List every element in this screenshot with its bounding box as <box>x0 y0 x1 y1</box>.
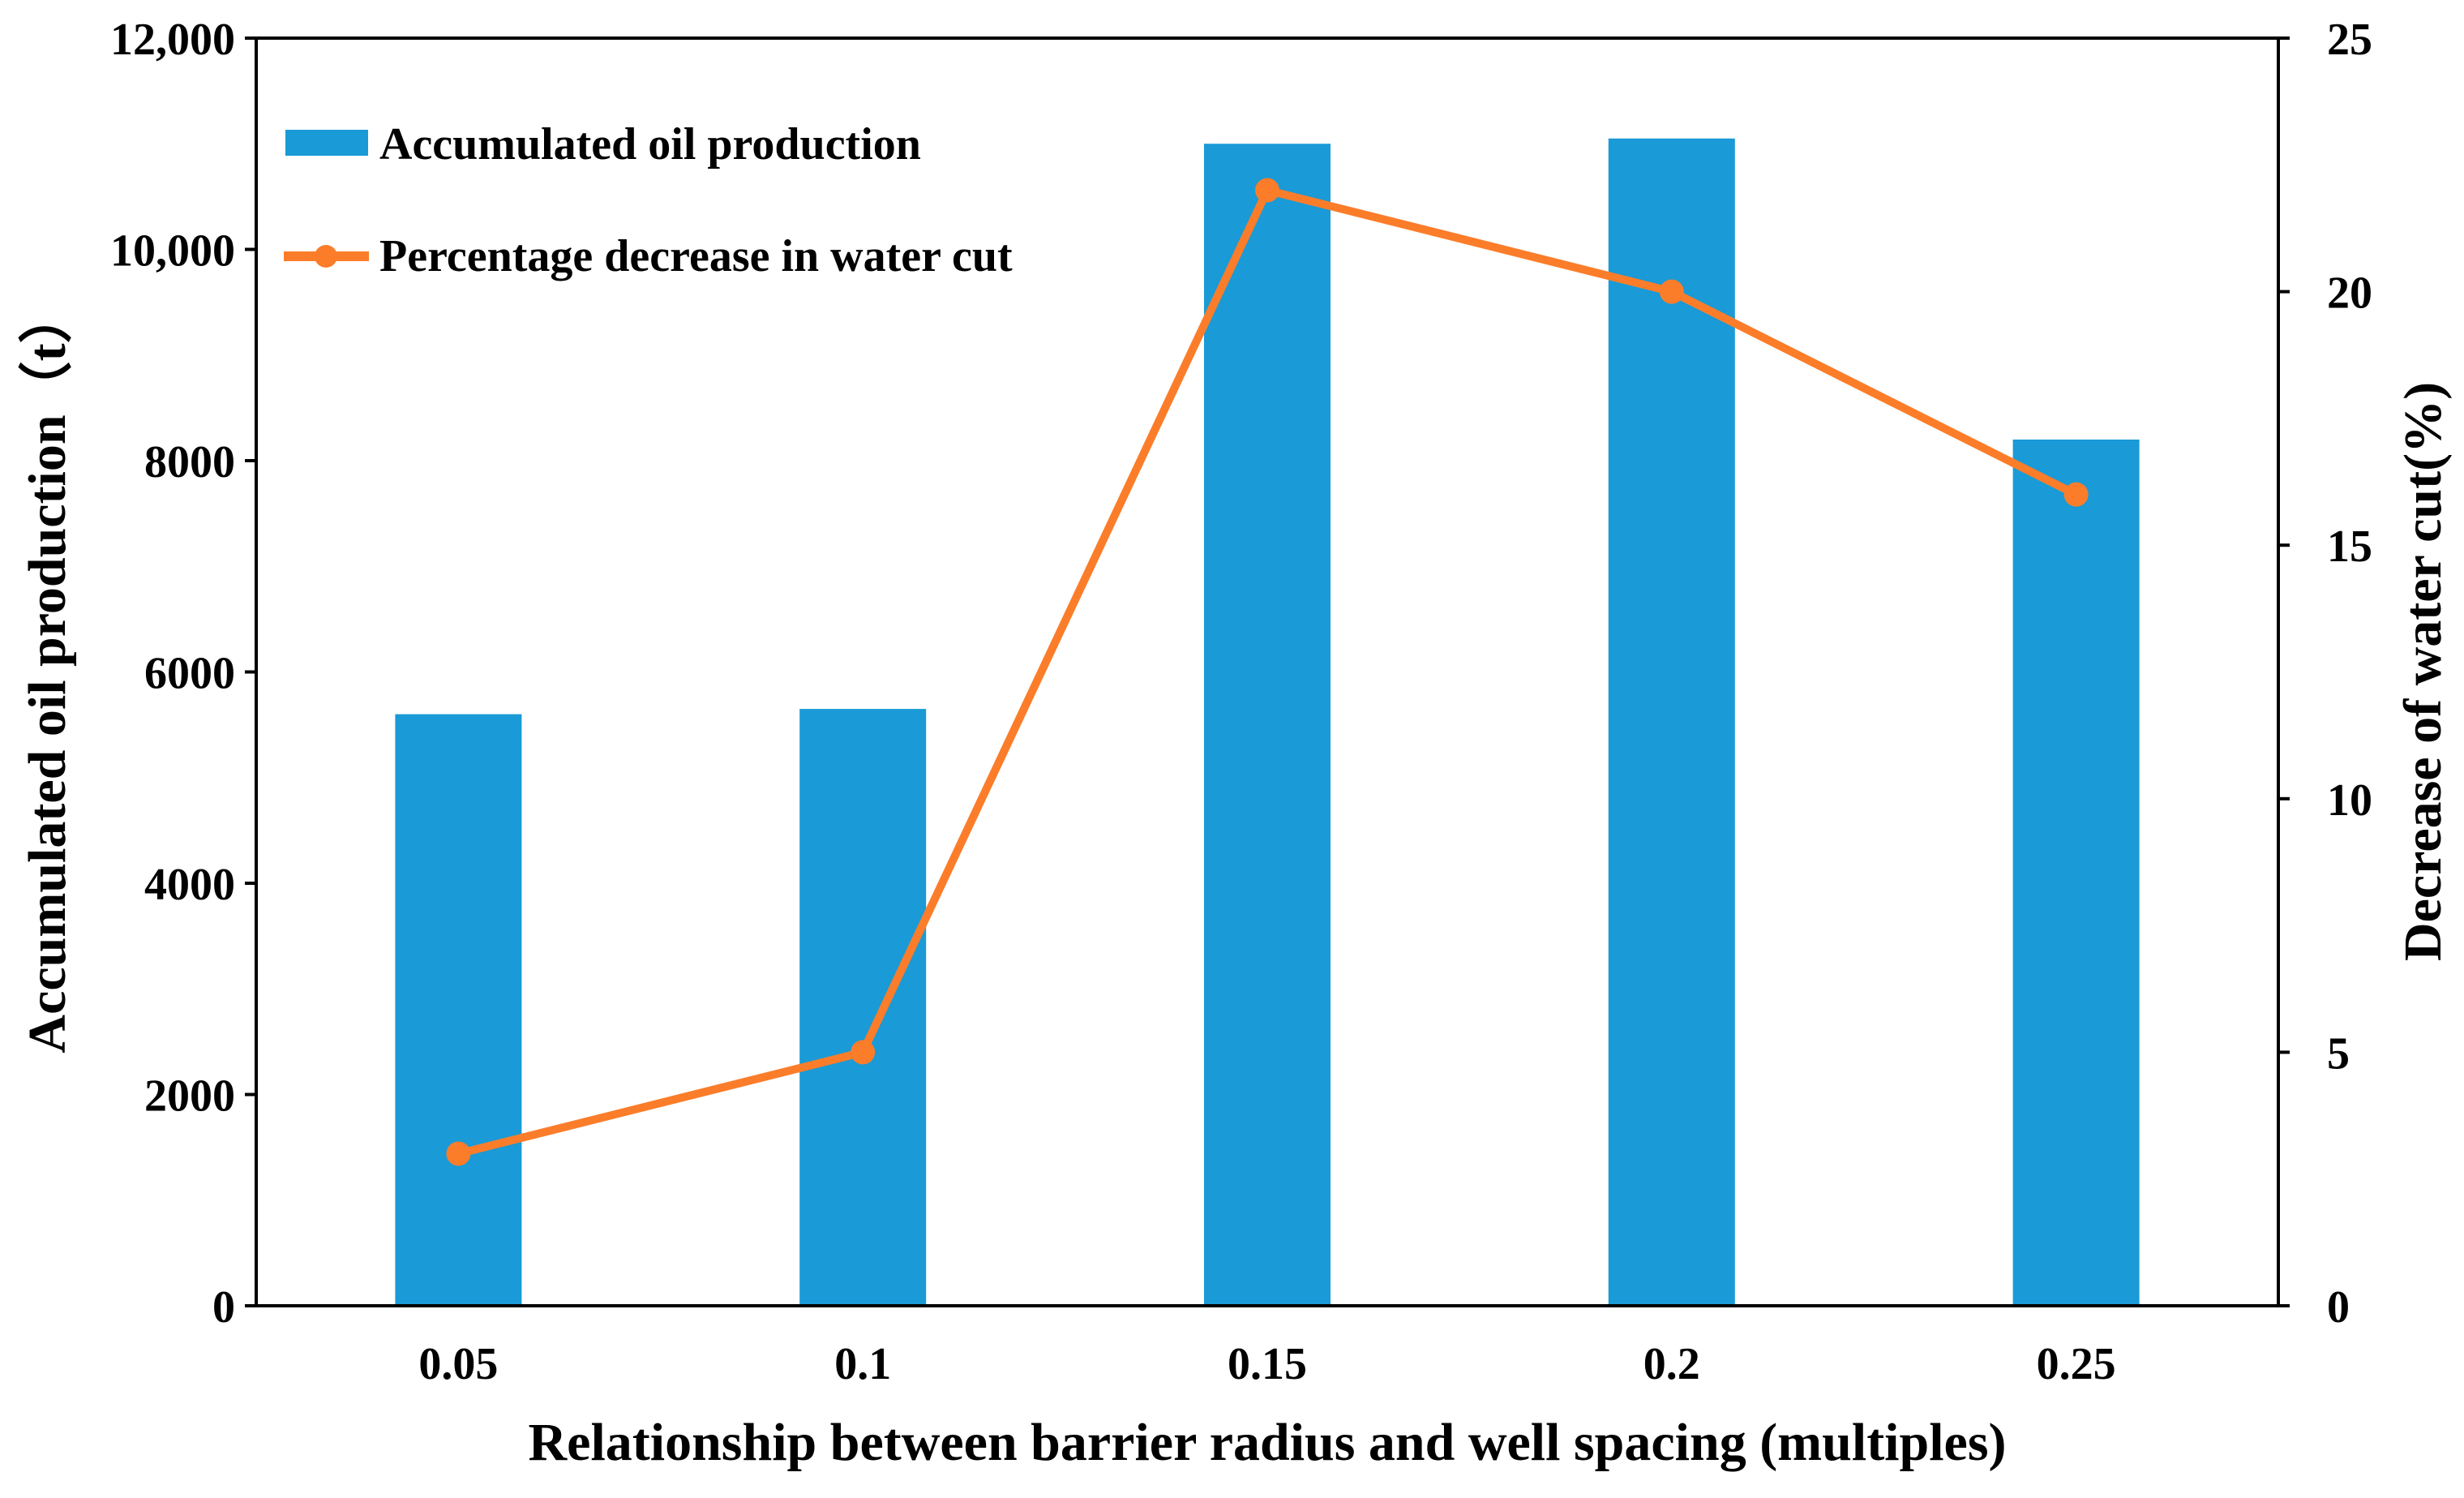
right-tick-label: 25 <box>2327 15 2372 65</box>
right-tick-label: 0 <box>2327 1282 2350 1333</box>
left-tick-label: 8000 <box>144 437 235 487</box>
right-axis-ticks: 0 5 10 15 20 25 <box>2278 15 2372 1333</box>
bar-0.15 <box>1204 144 1331 1306</box>
line-point-0.1 <box>851 1040 876 1065</box>
left-tick-label: 6000 <box>144 649 235 699</box>
right-tick-label: 5 <box>2327 1028 2350 1079</box>
line-point-0.15 <box>1255 178 1279 203</box>
bar-0.05 <box>395 714 522 1306</box>
left-tick-label: 10,000 <box>110 226 235 277</box>
legend-bar-label: Accumulated oil production <box>379 119 921 170</box>
left-tick-label: 2000 <box>144 1071 235 1122</box>
bar-0.2 <box>1608 138 1735 1306</box>
line-point-0.2 <box>1659 279 1684 304</box>
legend-line-label: Percentage decrease in water cut <box>379 231 1013 281</box>
y-axis-label: Accumulated oil production（t） <box>17 290 77 1053</box>
legend: Accumulated oil production Percentage de… <box>284 119 1013 281</box>
left-tick-label: 0 <box>212 1282 235 1333</box>
left-axis-ticks: 0 2000 4000 6000 8000 10,000 12,000 <box>110 15 256 1333</box>
line-layer <box>446 178 2089 1166</box>
x-axis-ticks: 0.05 0.1 0.15 0.2 0.25 <box>418 1339 2115 1389</box>
left-tick-label: 12,000 <box>110 15 235 65</box>
bar-0.1 <box>799 709 927 1306</box>
x-tick-label: 0.25 <box>2037 1339 2116 1389</box>
x-tick-label: 0.15 <box>1228 1339 1307 1389</box>
legend-bar-swatch <box>285 130 368 156</box>
right-tick-label: 10 <box>2327 775 2372 826</box>
x-tick-label: 0.1 <box>834 1339 891 1389</box>
right-tick-label: 20 <box>2327 268 2372 319</box>
x-axis-label: Relationship between barrier radius and … <box>528 1413 2006 1472</box>
right-tick-label: 15 <box>2327 522 2372 572</box>
y2-axis-label: Decrease of water cut(%) <box>2393 382 2453 961</box>
legend-line-marker <box>315 245 337 268</box>
line-point-0.05 <box>446 1141 471 1166</box>
line-point-0.25 <box>2063 482 2089 507</box>
bar-0.25 <box>2012 439 2140 1307</box>
bars-layer <box>395 138 2140 1307</box>
x-tick-label: 0.2 <box>1643 1339 1700 1389</box>
x-tick-label: 0.05 <box>418 1339 498 1389</box>
left-tick-label: 4000 <box>144 860 235 910</box>
